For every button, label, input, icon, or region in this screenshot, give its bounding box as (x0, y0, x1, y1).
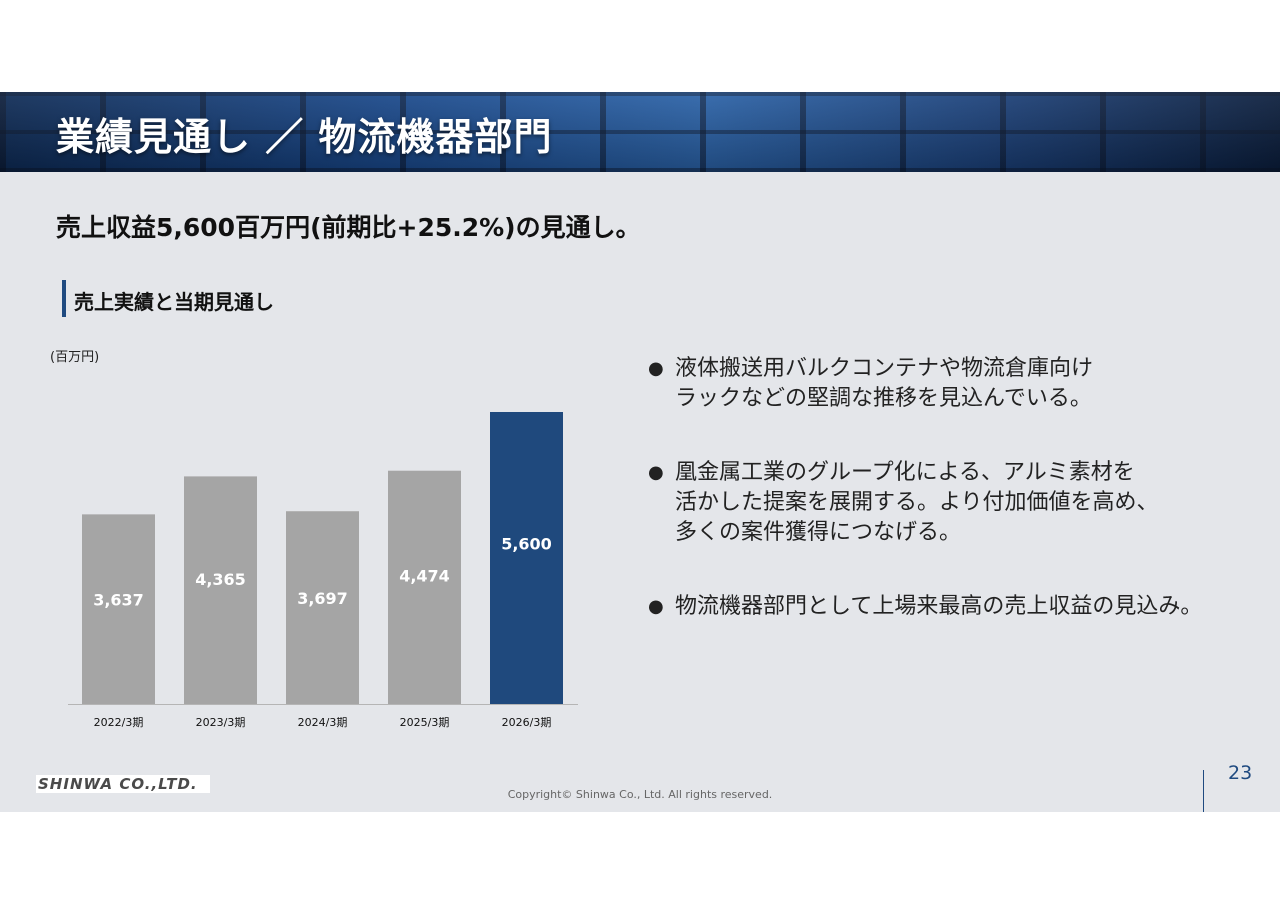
bar (490, 412, 563, 704)
bar-value-label: 3,697 (297, 589, 348, 608)
bar-value-label: 4,474 (399, 567, 450, 586)
header-banner: 業績見通し ／ 物流機器部門 (0, 92, 1280, 172)
bullet-text-line: 凰金属工業のグループ化による、アルミ素材を (675, 460, 1135, 485)
bar-value-label: 5,600 (501, 534, 552, 553)
company-logo: SHINWA CO.,LTD. (36, 775, 210, 793)
bar (82, 514, 155, 704)
bar (286, 511, 359, 704)
x-axis-tick-label: 2024/3期 (298, 716, 348, 729)
x-axis-tick-label: 2022/3期 (94, 716, 144, 729)
bullet-dot-icon: ● (648, 358, 664, 379)
slide: 業績見通し ／ 物流機器部門 売上収益5,600百万円(前期比+25.2%)の見… (0, 92, 1280, 812)
bullet-list: ● 液体搬送用バルクコンテナや物流倉庫向け ラックなどの堅調な推移を見込んでいる。 ●… (648, 354, 1280, 666)
chart-unit-label: (百万円) (50, 350, 100, 365)
x-axis-tick-label: 2025/3期 (400, 716, 450, 729)
bar-value-label: 4,365 (195, 570, 246, 589)
copyright-text: Copyright© Shinwa Co., Ltd. All rights r… (507, 788, 773, 801)
bullet-item: ● 物流機器部門として上場来最高の売上収益の見込み。 (648, 592, 1280, 622)
company-logo-text: SHINWA CO.,LTD. (38, 775, 198, 793)
section-title: 売上実績と当期見通し (74, 290, 274, 314)
bullet-text-line: 液体搬送用バルクコンテナや物流倉庫向け (675, 356, 1094, 381)
page-number-divider (1203, 770, 1204, 812)
headline: 売上収益5,600百万円(前期比+25.2%)の見通し。 (56, 213, 641, 242)
banner-pattern (0, 92, 1280, 172)
bullet-dot-icon: ● (648, 596, 664, 617)
section-accent-bar (62, 280, 66, 317)
bar (388, 470, 461, 704)
bar-value-label: 3,637 (93, 591, 144, 610)
x-axis-tick-label: 2023/3期 (196, 716, 246, 729)
bullet-item: ● 凰金属工業のグループ化による、アルミ素材を 活かした提案を展開する。より付加価値… (648, 458, 1280, 548)
bar (184, 476, 257, 704)
bullet-text-line: 活かした提案を展開する。より付加価値を高め、 (675, 490, 1159, 515)
page-number: 23 (1228, 762, 1253, 784)
bullet-text-line: ラックなどの堅調な推移を見込んでいる。 (675, 386, 1092, 411)
bullet-text-line: 多くの案件獲得につなげる。 (675, 520, 962, 545)
bullet-item: ● 液体搬送用バルクコンテナや物流倉庫向け ラックなどの堅調な推移を見込んでいる。 (648, 354, 1280, 414)
page-title: 業績見通し ／ 物流機器部門 (56, 115, 553, 159)
banner-shade (0, 92, 1280, 172)
bullet-dot-icon: ● (648, 462, 664, 483)
sales-bar-chart: 3,637 2022/3期 4,365 2023/3期 3,697 2024/3期 4,47… (68, 412, 578, 729)
x-axis-tick-label: 2026/3期 (502, 716, 552, 729)
bullet-text-line: 物流機器部門として上場来最高の売上収益の見込み。 (675, 594, 1203, 619)
